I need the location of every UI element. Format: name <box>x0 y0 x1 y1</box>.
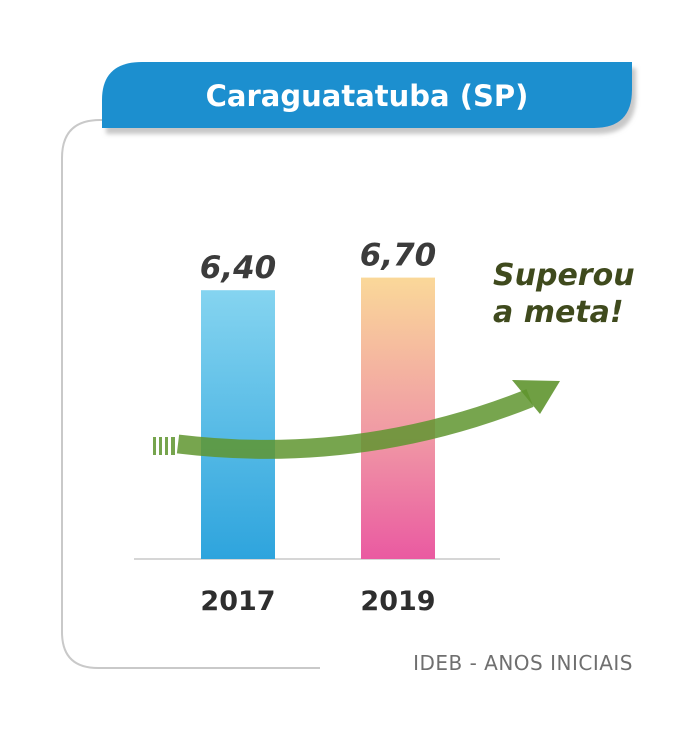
annotation-line-1: Superou <box>493 258 635 293</box>
card-border <box>61 119 320 669</box>
title-tab <box>102 62 632 128</box>
value-label-2019: 6,70 <box>360 238 437 274</box>
value-label-2017: 6,40 <box>200 250 277 286</box>
chart-title: Caraguatatuba (SP) <box>206 79 529 113</box>
footer-label: IDEB - ANOS INICIAIS <box>413 651 633 675</box>
category-label-2019: 2019 <box>360 586 435 617</box>
category-label-2017: 2017 <box>200 586 275 617</box>
title-tab-shape <box>102 62 632 128</box>
bar-2019 <box>361 277 435 559</box>
bar-2017 <box>201 290 275 559</box>
trend-arrow-icon <box>153 380 560 459</box>
annotation-line-2: a meta! <box>493 295 624 330</box>
